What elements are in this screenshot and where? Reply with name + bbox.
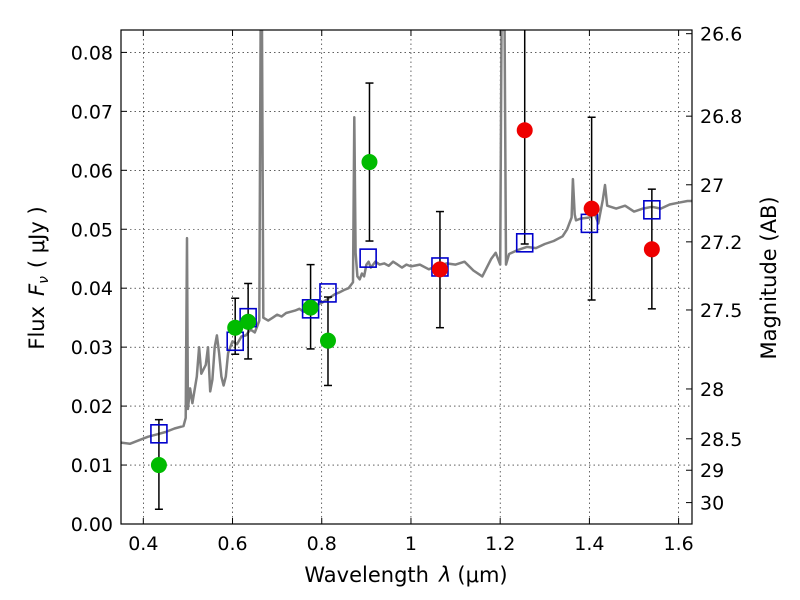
x-tick-label: 1.6 bbox=[664, 533, 694, 555]
x-axis-label-symbol: λ bbox=[438, 563, 451, 587]
green-data-point bbox=[227, 319, 244, 336]
y2-tick-label: 27.5 bbox=[700, 300, 742, 322]
y2-axis-label: Magnitude (AB) bbox=[757, 196, 781, 359]
y-tick-label: 0.01 bbox=[71, 455, 113, 477]
green-data-point bbox=[302, 299, 319, 316]
model-square-marker bbox=[319, 283, 337, 303]
y-tick-label: 0.03 bbox=[71, 337, 113, 359]
grid-lines bbox=[121, 30, 692, 525]
y2-tick-label: 27.2 bbox=[700, 232, 742, 254]
y-tick-label: 0.07 bbox=[71, 101, 113, 123]
axis-ticks: 0.4 0.6 0.8 1 1.2 1.4 1.6 0.00 0.01 0.02 0.03 0.04 0… bbox=[71, 24, 743, 555]
model-square-marker bbox=[515, 233, 534, 253]
x-axis-label: Wavelength λ (μm) bbox=[304, 563, 507, 587]
green-data-point bbox=[240, 313, 257, 330]
red-data-point bbox=[583, 200, 600, 217]
y2-tick-label: 28 bbox=[700, 379, 724, 401]
x-axis-label-text: Wavelength bbox=[304, 563, 429, 587]
model-square-marker bbox=[150, 424, 168, 444]
red-data-point bbox=[516, 122, 533, 139]
y2-tick-label: 26.6 bbox=[700, 24, 742, 46]
y-tick-label: 0.04 bbox=[71, 278, 113, 300]
y-tick-label: 0.02 bbox=[71, 396, 113, 418]
x-tick-label: 1 bbox=[405, 533, 417, 555]
spectrum-line bbox=[121, 30, 692, 446]
y-tick-label: 0.08 bbox=[71, 42, 113, 64]
model-square-marker bbox=[359, 248, 377, 268]
y2-tick-label: 27 bbox=[700, 175, 724, 197]
y2-tick-label: 29 bbox=[700, 460, 724, 482]
data-markers bbox=[150, 122, 661, 474]
y-tick-label: 0.05 bbox=[71, 219, 113, 241]
y-axis-label-symbol: F bbox=[25, 283, 49, 296]
red-data-point bbox=[643, 241, 660, 258]
green-data-point bbox=[361, 154, 378, 171]
y-axis-label-unit: ( μJy ) bbox=[25, 206, 49, 268]
y-tick-label: 0.06 bbox=[71, 160, 113, 182]
y-axis-label: Flux Fν ( μJy ) bbox=[25, 206, 52, 349]
x-tick-label: 0.4 bbox=[128, 533, 158, 555]
red-data-point bbox=[431, 261, 448, 278]
model-square-marker bbox=[643, 199, 661, 220]
y2-tick-label: 26.8 bbox=[700, 106, 742, 128]
green-data-point bbox=[150, 457, 167, 474]
x-tick-label: 1.2 bbox=[485, 533, 515, 555]
y2-tick-label: 28.5 bbox=[700, 429, 742, 451]
y2-tick-label: 30 bbox=[700, 493, 724, 515]
x-axis-label-unit: (μm) bbox=[457, 563, 507, 587]
x-tick-label: 1.4 bbox=[574, 533, 604, 555]
x-tick-label: 0.8 bbox=[307, 533, 337, 555]
spectrum-series bbox=[121, 30, 692, 446]
x-tick-label: 0.6 bbox=[217, 533, 247, 555]
plot-frame bbox=[120, 29, 693, 525]
error-bars bbox=[154, 30, 656, 511]
y-axis-label-subscript: ν bbox=[36, 276, 52, 284]
green-data-point bbox=[319, 332, 336, 349]
y-tick-label: 0.00 bbox=[71, 514, 113, 536]
y-axis-label-text: Flux bbox=[25, 306, 49, 350]
